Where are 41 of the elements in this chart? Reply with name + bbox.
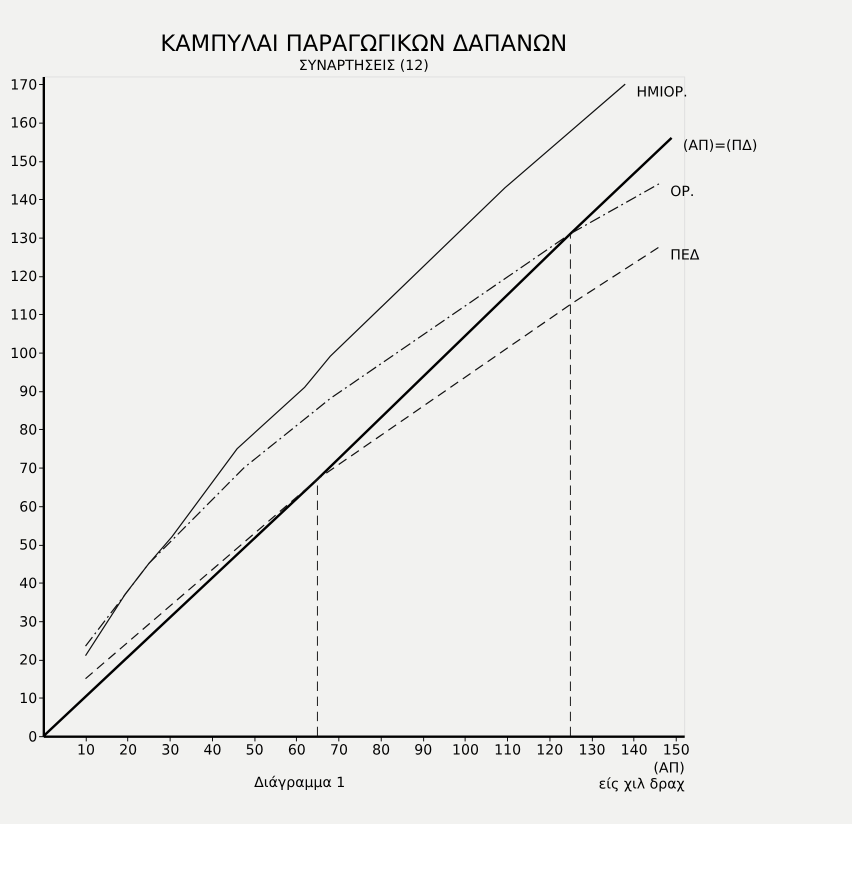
y-tick-label: 20 [19, 652, 38, 669]
y-tick-label: 60 [19, 499, 38, 516]
y-tick-label: 160 [10, 116, 38, 132]
y-tick-label: 50 [19, 538, 38, 554]
x-tick-label: 150 [662, 742, 690, 759]
y-tick-label: 30 [19, 614, 38, 630]
y-tick-label: 40 [19, 576, 38, 592]
y-tick-label: 70 [19, 460, 38, 477]
y-tick-label: 120 [10, 269, 38, 286]
x-tick-label: 60 [288, 742, 306, 759]
chart-title: ΚΑΜΠΥΛΑΙ ΠΑΡΑΓΩΓΙΚΩΝ ΔΑΠΑΝΩΝ [160, 31, 568, 58]
series-label: (ΑΠ)=(ΠΔ) [682, 138, 758, 154]
series-label: ΠΕΔ [670, 247, 700, 264]
x-tick-label: 110 [494, 742, 522, 759]
x-tick-label: 100 [452, 742, 479, 759]
x-tick-label: 120 [536, 742, 564, 759]
y-tick-label: 110 [10, 307, 38, 324]
y-tick-label: 150 [10, 154, 38, 170]
x-tick-label: 90 [414, 742, 432, 759]
y-tick-label: 170 [10, 77, 38, 94]
y-tick-label: 140 [10, 192, 38, 208]
x-tick-label: 130 [578, 742, 606, 759]
y-tick-label: 130 [10, 230, 38, 247]
y-tick-label: 90 [19, 384, 38, 400]
x-tick-label: 70 [330, 742, 348, 759]
y-tick-label: 100 [10, 346, 38, 362]
x-axis-title: (ΑΠ) είς χιλ δραχ [598, 760, 685, 793]
chart-subtitle: ΣΥΝΑΡΤΗΣΕΙΣ (12) [298, 58, 429, 74]
y-tick-label: 80 [19, 422, 38, 439]
x-tick-label: 40 [203, 742, 222, 759]
series-label: ΗΜΙΟΡ. [636, 84, 688, 100]
series-label: ΟΡ. [670, 184, 694, 200]
x-tick-label: 10 [76, 742, 95, 759]
x-tick-label: 50 [246, 742, 264, 759]
y-tick-label: 10 [19, 691, 38, 708]
x-tick-label: 30 [161, 742, 180, 759]
x-tick-label: 140 [620, 742, 648, 759]
y-tick-label: 0 [28, 729, 38, 746]
x-tick-label: 20 [119, 742, 138, 759]
x-tick-label: 80 [372, 742, 390, 759]
text: Διάγραμμα 1 [254, 775, 346, 792]
